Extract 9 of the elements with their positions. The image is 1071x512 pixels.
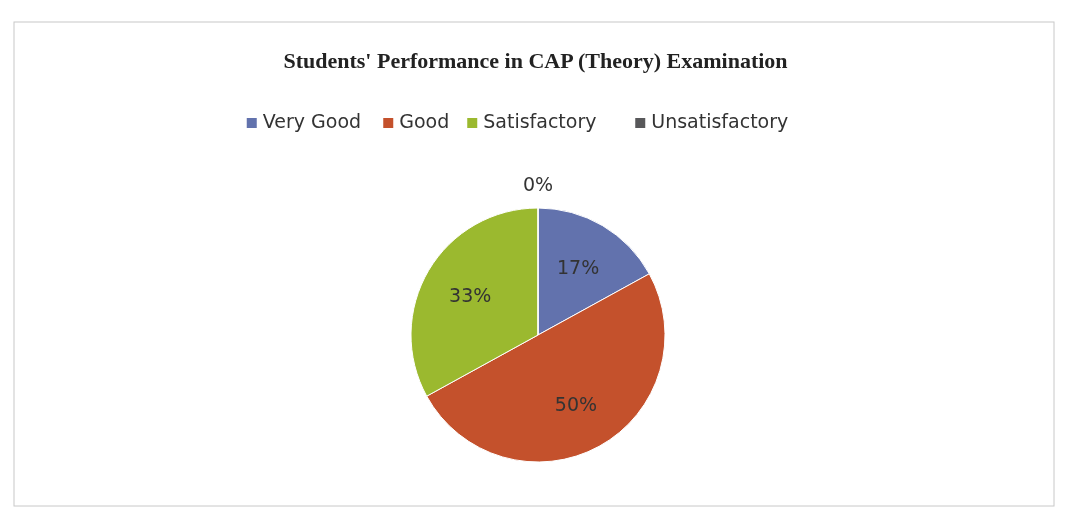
chart-title: Students' Performance in CAP (Theory) Examination	[283, 48, 788, 73]
legend-label: Good	[399, 110, 450, 132]
text: 0%	[522, 172, 554, 195]
legend-label: Very Good	[262, 110, 362, 132]
data-label: 33%	[449, 283, 492, 306]
legend-label: Satisfactory	[483, 110, 597, 132]
data-label: 17%	[556, 255, 600, 278]
legend-label: Unsatisfactory	[651, 110, 789, 132]
data-label: 50%	[554, 392, 598, 415]
